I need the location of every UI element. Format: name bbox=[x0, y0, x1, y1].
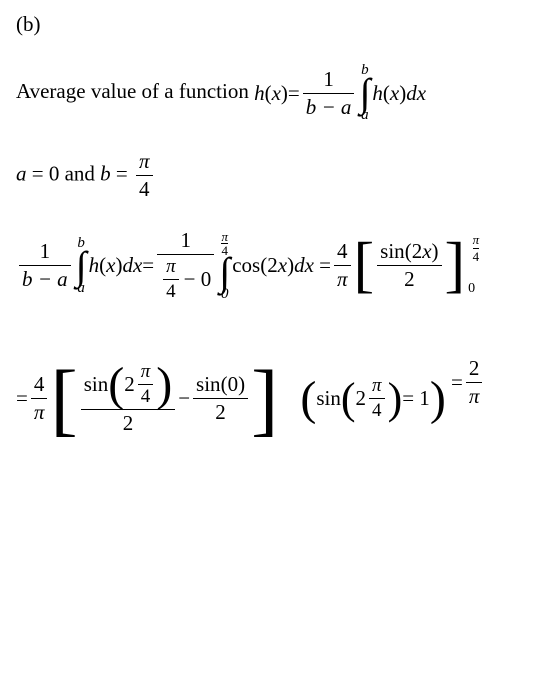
dx: dx bbox=[406, 81, 426, 106]
num-1: 1 bbox=[320, 67, 337, 92]
dx2: dx bbox=[122, 253, 142, 278]
two: 2 bbox=[267, 253, 278, 278]
sin1: sin bbox=[380, 239, 405, 263]
sin4: sin bbox=[316, 386, 341, 411]
eval-bracket: [ sin(2x) 2 ] π 4 0 bbox=[354, 238, 466, 294]
tw2: 2 bbox=[124, 372, 135, 397]
line-result: = 2 π bbox=[451, 356, 485, 409]
h2: h bbox=[372, 81, 383, 106]
line-integral-eval: 1 b − a b ∫ a h(x) dx = 1 π 4 − 0 π 4 bbox=[16, 228, 314, 303]
x4: x bbox=[278, 253, 287, 278]
up-4: 4 bbox=[473, 249, 480, 265]
lb0: 0 bbox=[221, 287, 229, 302]
line-eval-expand: = 4 π [ sin ( 2 π 4 ) 2 bbox=[16, 361, 446, 436]
nd4b: 4 bbox=[369, 400, 385, 422]
x5: x bbox=[422, 239, 431, 263]
sin2: sin bbox=[84, 372, 109, 397]
frac-pi-4: π 4 bbox=[136, 149, 153, 202]
num-pi: π bbox=[136, 149, 153, 174]
int-0-pi4: π 4 ∫ 0 bbox=[219, 230, 230, 302]
num1b: 1 bbox=[177, 228, 194, 253]
x2: x bbox=[390, 81, 399, 106]
formula-avg: h(x) = 1 b − a b ∫ a h(x) dx bbox=[254, 63, 426, 123]
denba: b − a bbox=[19, 267, 71, 292]
lb: a bbox=[77, 281, 85, 296]
z0: 0 bbox=[228, 372, 239, 396]
line-a-b-values: a = 0 and b = π 4 bbox=[16, 149, 526, 202]
npi3: π bbox=[369, 375, 385, 397]
frac-4pi-b: 4 π bbox=[31, 372, 48, 425]
dpi: π bbox=[334, 267, 351, 292]
a-var: a bbox=[16, 161, 27, 185]
n2: 2 bbox=[466, 356, 483, 381]
eq0: = 0 bbox=[27, 161, 65, 185]
line-avg-value-def: Average value of a function h(x) = 1 b −… bbox=[16, 63, 526, 123]
dpib: π bbox=[31, 400, 48, 425]
spi: π bbox=[221, 230, 228, 243]
cos: cos bbox=[232, 253, 260, 278]
frac-sin2x-2: sin(2x) 2 bbox=[377, 239, 441, 292]
den-bminusa: b − a bbox=[303, 95, 355, 120]
paren-sin-eq-1: ( sin ( 2 π 4 ) = 1 ) bbox=[300, 375, 445, 422]
frac-sin-2pi4: sin ( 2 π 4 ) 2 bbox=[81, 361, 176, 436]
num1: 1 bbox=[37, 239, 54, 264]
d2: 2 bbox=[401, 267, 418, 292]
int-ab: b ∫ a bbox=[76, 236, 87, 296]
t2: 2 bbox=[412, 239, 423, 263]
sin3: sin bbox=[196, 372, 221, 396]
tw3: 2 bbox=[356, 386, 367, 411]
and-text: and bbox=[65, 161, 101, 185]
equals: = bbox=[288, 81, 300, 106]
h: h bbox=[254, 81, 265, 106]
den-pi4-0: π 4 − 0 bbox=[157, 256, 214, 303]
frac-2pi: 2 π bbox=[466, 356, 483, 409]
frac-4pi: 4 π bbox=[334, 239, 351, 292]
eq4: = bbox=[16, 386, 28, 411]
frac-sin0: sin(0) 2 bbox=[193, 372, 248, 425]
frac-right: 1 π 4 − 0 bbox=[157, 228, 214, 303]
frac-1-over-bminusa: 1 b − a bbox=[303, 67, 355, 120]
text-intro: Average value of a function bbox=[16, 79, 254, 103]
nd4: 4 bbox=[138, 386, 154, 408]
up-pi: π bbox=[473, 232, 480, 248]
eq2: = bbox=[142, 253, 154, 278]
npi2: π bbox=[138, 361, 154, 383]
dx3: dx bbox=[294, 253, 314, 278]
part-label: (b) bbox=[16, 12, 526, 37]
line-antideriv: = 4 π [ sin(2x) 2 ] π 4 0 bbox=[319, 238, 465, 294]
x: x bbox=[272, 81, 281, 106]
x3: x bbox=[106, 253, 115, 278]
integral-a-b: b ∫ a bbox=[359, 63, 370, 123]
frac-left: 1 b − a bbox=[19, 239, 71, 292]
eq-b: = bbox=[111, 161, 133, 185]
h3: h bbox=[89, 253, 100, 278]
b-var: b bbox=[100, 161, 111, 185]
big-bracket: [ sin ( 2 π 4 ) 2 − sin(0) bbox=[50, 361, 278, 436]
n4b: 4 bbox=[31, 372, 48, 397]
eq1txt: = 1 bbox=[402, 386, 430, 411]
dd2: 2 bbox=[120, 411, 137, 436]
eq3: = bbox=[319, 253, 331, 278]
dpif: π bbox=[466, 384, 483, 409]
minus: − bbox=[178, 386, 190, 411]
den-4: 4 bbox=[136, 177, 153, 202]
low-0: 0 bbox=[468, 281, 475, 297]
lower-a: a bbox=[361, 108, 369, 123]
eq5: = bbox=[451, 370, 463, 395]
pidn: π bbox=[163, 256, 179, 278]
dd2b: 2 bbox=[212, 400, 229, 425]
n4: 4 bbox=[334, 239, 351, 264]
d4: 4 bbox=[163, 281, 179, 303]
